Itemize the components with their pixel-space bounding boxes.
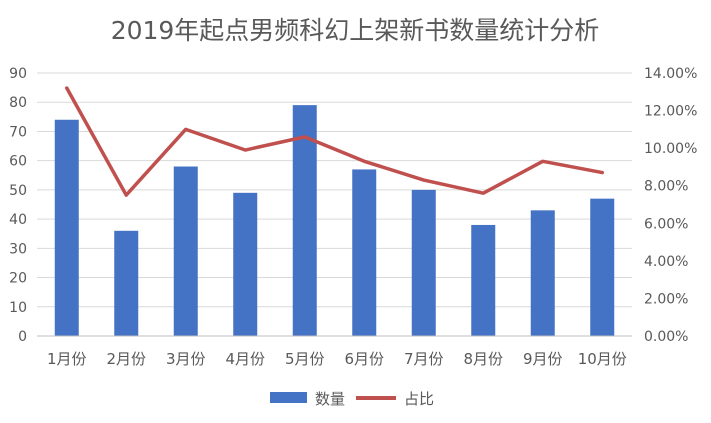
y-left-tick-label: 20: [9, 271, 27, 287]
x-tick-label: 9月份: [523, 350, 563, 368]
bar: [412, 190, 436, 336]
y-left-tick-label: 50: [9, 183, 27, 199]
bar: [531, 210, 555, 336]
legend-label-line: 占比: [404, 390, 434, 408]
y-left-tick-label: 70: [9, 124, 27, 140]
legend: 数量 占比: [270, 390, 434, 408]
x-tick-label: 2月份: [106, 350, 146, 368]
y-right-tick-label: 10.00%: [644, 141, 697, 157]
y-left-tick-label: 90: [9, 66, 27, 82]
bar: [471, 225, 495, 336]
bar: [352, 169, 376, 336]
y-right-tick-label: 12.00%: [644, 104, 697, 120]
bar: [114, 231, 138, 336]
y-right-tick-label: 8.00%: [644, 179, 688, 195]
line-series-path: [67, 88, 603, 195]
bar-series: [55, 105, 615, 336]
y-right-tick-label: 14.00%: [644, 66, 697, 82]
bar: [174, 167, 198, 336]
x-tick-label: 4月份: [225, 350, 265, 368]
y-left-tick-label: 10: [9, 300, 27, 316]
x-tick-label: 10月份: [578, 350, 627, 368]
legend-swatch-bar: [270, 392, 307, 403]
x-tick-label: 8月份: [463, 350, 503, 368]
x-tick-label: 1月份: [47, 350, 87, 368]
bar: [55, 120, 79, 336]
x-tick-label: 6月份: [344, 350, 384, 368]
y-right-tick-label: 4.00%: [644, 254, 688, 270]
y-left-tick-label: 80: [9, 95, 27, 111]
y-left-tick-label: 40: [9, 212, 27, 228]
x-tick-label: 3月份: [166, 350, 206, 368]
y-right-tick-label: 0.00%: [644, 329, 688, 345]
y-left-tick-label: 30: [9, 241, 27, 257]
y-left-tick-label: 0: [18, 329, 27, 345]
y-left-tick-label: 60: [9, 154, 27, 170]
bar: [590, 199, 614, 336]
line-series: [67, 88, 603, 195]
x-tick-label: 7月份: [404, 350, 444, 368]
legend-label-bar: 数量: [315, 390, 345, 408]
y-right-tick-label: 2.00%: [644, 291, 688, 307]
bar: [233, 193, 257, 336]
y-right-tick-label: 6.00%: [644, 216, 688, 232]
x-tick-label: 5月份: [285, 350, 325, 368]
chart-title: 2019年起点男频科幻上架新书数量统计分析: [111, 16, 600, 45]
